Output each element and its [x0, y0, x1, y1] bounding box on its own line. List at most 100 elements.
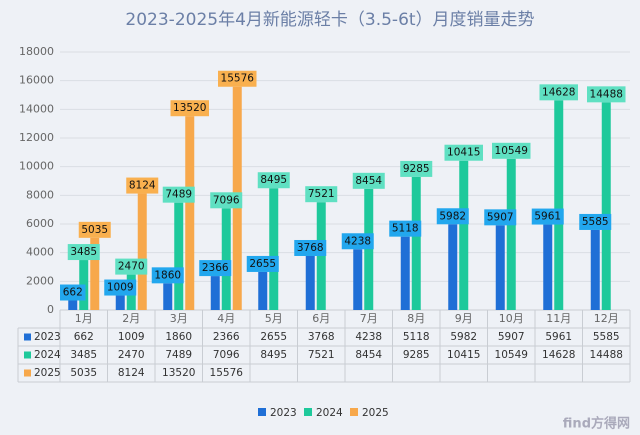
y-tick-label: 0: [47, 303, 54, 316]
y-tick-label: 6000: [26, 217, 54, 230]
bar: [590, 229, 600, 310]
x-tick-label: 2月: [122, 312, 140, 325]
data-label: 7521: [308, 188, 335, 200]
data-label: 9285: [403, 163, 430, 175]
table-cell: 10549: [495, 349, 528, 361]
chart-title: 2023-2025年4月新能源轻卡（3.5-6t）月度销量走势: [125, 10, 534, 30]
bar: [305, 255, 315, 310]
bar: [269, 188, 279, 310]
y-tick-label: 12000: [19, 131, 54, 144]
watermark: find方得网: [563, 416, 630, 432]
x-tick-label: 6月: [312, 312, 330, 325]
x-tick-label: 1月: [75, 312, 93, 325]
data-label: 7489: [165, 189, 192, 201]
data-label: 8495: [260, 174, 287, 186]
bar: [506, 158, 516, 310]
table-swatch: [24, 333, 31, 341]
data-label-box: [218, 70, 257, 87]
table-series-name: 2025: [34, 367, 61, 379]
data-label-box: [389, 220, 422, 237]
bar: [115, 295, 125, 310]
data-label-box: [539, 84, 578, 101]
y-tick-label: 10000: [19, 160, 54, 173]
y-tick-label: 2000: [26, 274, 54, 287]
y-tick-label: 8000: [26, 188, 54, 201]
legend-label: 2023: [270, 407, 297, 419]
data-label: 1009: [107, 282, 134, 294]
data-label: 10415: [447, 147, 480, 159]
table-cell: 2470: [118, 349, 145, 361]
data-label-box: [294, 239, 327, 256]
data-label: 14488: [590, 88, 623, 100]
table-series-name: 2023: [34, 331, 61, 343]
bar: [137, 193, 147, 310]
table-cell: 1860: [165, 331, 192, 343]
data-label-box: [246, 255, 279, 272]
data-label-box: [210, 192, 243, 209]
data-label: 10549: [495, 145, 528, 157]
y-tick-label: 4000: [26, 246, 54, 259]
data-label: 5961: [534, 211, 561, 223]
data-label: 5118: [392, 223, 419, 235]
data-label-box: [170, 100, 209, 117]
data-label-box: [257, 172, 290, 189]
data-label: 2470: [118, 261, 145, 273]
table-cell: 8454: [355, 349, 382, 361]
data-label: 5585: [582, 216, 609, 228]
table-cell: 5585: [593, 331, 620, 343]
table-cell: 8495: [260, 349, 287, 361]
legend-label: 2025: [362, 407, 389, 419]
data-label: 8124: [129, 180, 156, 192]
bar: [554, 100, 564, 310]
table-swatch: [24, 351, 31, 359]
y-tick-label: 14000: [19, 102, 54, 115]
data-label-box: [341, 233, 374, 250]
table-cell: 5982: [450, 331, 477, 343]
data-label: 15576: [221, 73, 255, 85]
x-tick-label: 11月: [546, 312, 571, 325]
x-tick-label: 12月: [594, 312, 619, 325]
data-label: 4238: [344, 235, 371, 247]
bar: [353, 249, 363, 310]
data-label-box: [484, 209, 517, 226]
table-cell: 3485: [70, 349, 97, 361]
table-cell: 5035: [70, 367, 97, 379]
table-cell: 15576: [210, 367, 244, 379]
data-label-box: [305, 186, 338, 203]
bar: [185, 116, 195, 310]
table-cell: 662: [74, 331, 94, 343]
data-label-box: [115, 258, 148, 275]
bar: [400, 236, 410, 310]
data-label-box: [60, 284, 86, 301]
x-tick-label: 8月: [407, 312, 425, 325]
legend-swatch: [350, 408, 358, 416]
bar: [210, 276, 220, 310]
data-label: 5982: [439, 210, 466, 222]
bar: [174, 202, 184, 310]
y-tick-label: 18000: [19, 45, 54, 58]
data-label: 7096: [213, 194, 240, 206]
data-label-box: [352, 172, 385, 189]
data-label: 5035: [81, 224, 108, 236]
table-cell: 9285: [403, 349, 430, 361]
table-cell: 10415: [447, 349, 480, 361]
data-label: 3485: [70, 246, 97, 258]
x-tick-label: 9月: [455, 312, 473, 325]
table-cell: 4238: [355, 331, 382, 343]
y-tick-label: 16000: [19, 74, 54, 87]
table-cell: 7096: [213, 349, 240, 361]
bar: [68, 300, 78, 310]
table-series-name: 2024: [34, 349, 61, 361]
data-label: 662: [63, 287, 83, 299]
data-label-box: [531, 208, 564, 225]
data-label: 2655: [249, 258, 276, 270]
x-tick-label: 5月: [265, 312, 283, 325]
legend-label: 2024: [316, 407, 343, 419]
table-cell: 14488: [590, 349, 623, 361]
data-label-box: [104, 279, 137, 296]
table-cell: 5961: [545, 331, 572, 343]
data-label-box: [444, 144, 483, 161]
table-cell: 5118: [403, 331, 430, 343]
data-label: 5907: [487, 211, 514, 223]
data-label: 8454: [355, 175, 382, 187]
